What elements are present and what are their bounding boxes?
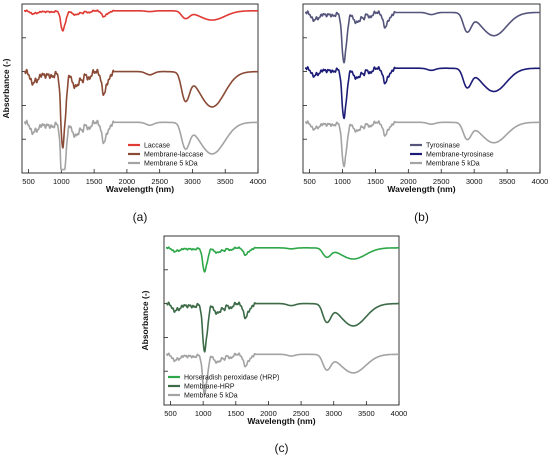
x-tick-label: 1000 <box>53 177 70 186</box>
series-line-1 <box>23 9 259 32</box>
plot-frame <box>163 235 400 406</box>
legend-entry: Horseradish peroxidase (HRP) <box>184 375 279 382</box>
x-tick-label: 1000 <box>334 177 351 186</box>
x-axis-label: Wavelength (nm) <box>247 416 315 426</box>
series-line-1 <box>165 246 400 273</box>
chart-panel-3: 500 1000 1500 2000 2500 3000 3500 4000 Wavelengt… <box>140 235 408 455</box>
x-tick-label: 2000 <box>260 409 277 418</box>
x-tick-label: 2500 <box>151 177 168 186</box>
plot-frame <box>21 3 259 174</box>
series-line-3 <box>165 352 400 396</box>
legend: Horseradish peroxidase (HRP) Membrane-HRP… <box>168 375 279 400</box>
legend-entry: Membrane-HRP <box>184 384 235 391</box>
x-axis-label: Wavelength (nm) <box>106 184 174 194</box>
legend-entry: Membrane 5 kDa <box>144 161 198 168</box>
legend-entry: Membrane-tyrosinase <box>426 152 494 159</box>
x-tick-label: 500 <box>303 177 316 186</box>
x-tick-label: 2500 <box>433 177 450 186</box>
chart-panel-1: 500 1000 1500 2000 2500 3000 3500 4000 Wavelengt… <box>1 3 267 224</box>
y-axis-label: Absorbance (-) <box>1 58 11 118</box>
x-tick-label: 3500 <box>217 177 234 186</box>
x-tick-label: 3500 <box>499 177 516 186</box>
x-tick-label: 2000 <box>400 177 417 186</box>
legend-entry: Tyrosinase <box>426 143 460 150</box>
x-tick-label: 1000 <box>195 409 212 418</box>
x-tick-label: 3000 <box>325 409 342 418</box>
legend-entry: Laccase <box>144 143 170 150</box>
x-tick-label: 2000 <box>119 177 136 186</box>
x-tick-label: 4000 <box>250 177 267 186</box>
legend: Laccase Membrane-laccase Membrane 5 kDa <box>128 143 204 168</box>
x-tick-label: 1500 <box>86 177 103 186</box>
x-axis-label: Wavelength (nm) <box>387 184 455 194</box>
x-tick-label: 500 <box>164 409 177 418</box>
x-tick-label: 2500 <box>293 409 310 418</box>
x-tick-label: 500 <box>22 177 35 186</box>
series-line-1 <box>304 10 541 64</box>
series-line-2 <box>304 66 541 120</box>
x-tick-label: 4000 <box>391 409 408 418</box>
legend-entry: Membrane 5 kDa <box>426 161 480 168</box>
series-line-2 <box>165 301 400 353</box>
x-tick-label: 3000 <box>184 177 201 186</box>
x-tick-label: 3000 <box>466 177 483 186</box>
x-tick-label: 3500 <box>358 409 375 418</box>
series-line-3 <box>304 120 541 168</box>
panel-label: (a) <box>133 210 148 224</box>
legend-entry: Membrane 5 kDa <box>184 393 238 400</box>
x-tick-label: 4000 <box>532 177 549 186</box>
panel-label: (c) <box>275 441 289 455</box>
y-axis-label: Absorbance (-) <box>140 290 150 350</box>
x-tick-label: 1500 <box>227 409 244 418</box>
legend-entry: Membrane-laccase <box>144 152 204 159</box>
legend: Tyrosinase Membrane-tyrosinase Membrane 5 … <box>410 143 494 168</box>
series-line-2 <box>23 68 259 149</box>
chart-panel-2: 500 1000 1500 2000 2500 3000 3500 4000 Wavelengt… <box>302 3 549 224</box>
panel-label: (b) <box>414 210 429 224</box>
plot-frame <box>302 3 541 174</box>
series-line-3 <box>23 119 259 171</box>
x-tick-label: 1500 <box>367 177 384 186</box>
